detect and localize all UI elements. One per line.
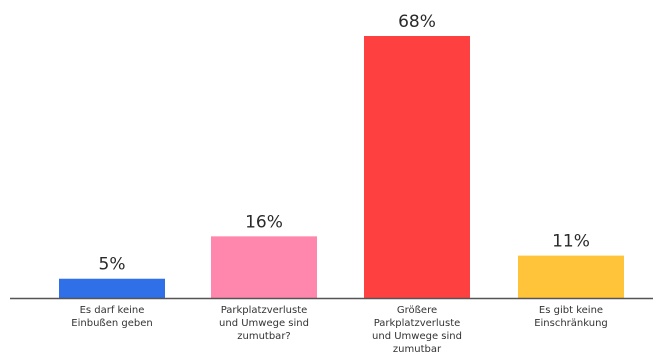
category-label-2: Parkplatzverluste und Umwege sind zumutbar… [219,305,309,342]
bar-3 [364,36,470,298]
category-label-line: und Umwege sind [372,331,462,342]
bar-value-label-3: 68% [398,12,436,32]
category-label-line: Es gibt keine [539,305,603,316]
category-label-1: Es darf keine Einbußen geben [71,305,152,329]
bar-2 [211,236,317,298]
category-label-line: Einbußen geben [71,318,152,329]
category-label-3: Größere Parkplatzverluste und Umwege sind z… [372,305,462,355]
bar-value-label-4: 11% [552,232,590,252]
category-label-4: Es gibt keine Einschränkung [534,305,608,329]
category-label-line: Parkplatzverluste [374,318,461,329]
category-label-line: Parkplatzverluste [221,305,308,316]
category-label-line: Es darf keine [80,305,145,316]
category-label-line: und Umwege sind [219,318,309,329]
bar-1 [59,278,165,298]
category-label-line: Größere [397,305,437,316]
bar-value-label-2: 16% [245,212,283,232]
bar-value-label-1: 5% [99,255,126,275]
bar-4 [518,255,624,298]
category-label-line: zumutbar [393,344,442,355]
category-label-line: Einschränkung [534,318,608,329]
category-label-line: zumutbar? [237,331,290,342]
